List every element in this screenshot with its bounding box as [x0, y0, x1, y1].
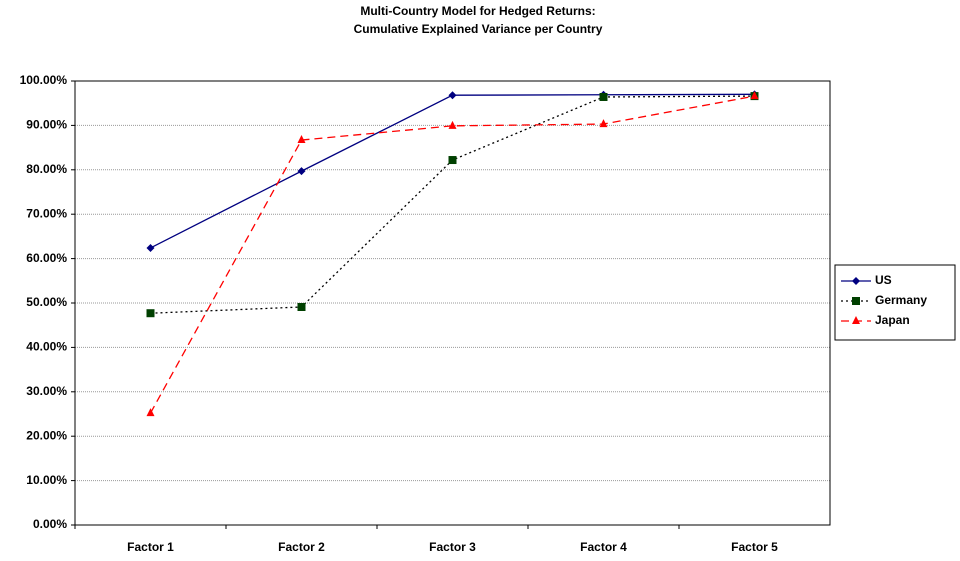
y-tick-label: 40.00%: [26, 340, 67, 354]
legend-label: Germany: [875, 293, 927, 307]
y-tick-label: 80.00%: [26, 162, 67, 176]
y-tick-label: 20.00%: [26, 428, 67, 442]
y-tick-label: 60.00%: [26, 251, 67, 265]
chart-title: Cumulative Explained Variance per Countr…: [354, 22, 603, 36]
series-line: [150, 93, 755, 249]
marker: [448, 120, 457, 129]
marker: [599, 92, 608, 101]
x-tick-label: Factor 4: [580, 540, 627, 554]
marker: [852, 316, 860, 324]
marker: [146, 408, 155, 417]
y-tick-label: 10.00%: [26, 473, 67, 487]
x-tick-label: Factor 3: [429, 540, 476, 554]
marker: [297, 302, 306, 311]
series-line: [149, 95, 755, 414]
marker: [146, 243, 155, 252]
chart-title: Multi-Country Model for Hedged Returns:: [360, 4, 595, 18]
marker: [750, 91, 759, 100]
y-tick-label: 90.00%: [26, 118, 67, 132]
marker: [297, 167, 306, 176]
y-tick-label: 0.00%: [33, 517, 67, 531]
y-tick-label: 70.00%: [26, 206, 67, 220]
y-tick-label: 30.00%: [26, 384, 67, 398]
plot-area: [74, 80, 831, 526]
marker: [297, 135, 306, 144]
marker: [852, 297, 860, 305]
marker: [852, 277, 860, 285]
marker: [448, 156, 457, 165]
y-tick-label: 100.00%: [20, 73, 68, 87]
y-tick-label: 50.00%: [26, 295, 67, 309]
legend-label: Japan: [875, 313, 910, 327]
legend-label: US: [875, 273, 892, 287]
marker: [146, 309, 155, 318]
marker: [448, 91, 457, 100]
marker: [599, 119, 608, 128]
x-tick-label: Factor 2: [278, 540, 325, 554]
x-tick-label: Factor 1: [127, 540, 174, 554]
x-tick-label: Factor 5: [731, 540, 778, 554]
